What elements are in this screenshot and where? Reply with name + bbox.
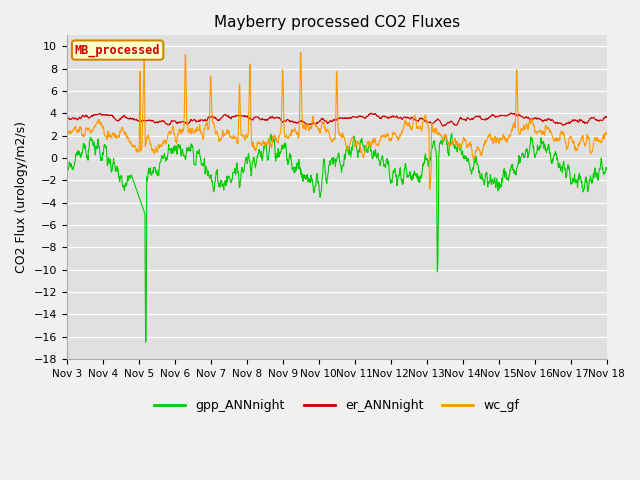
Line: wc_gf: wc_gf [67, 52, 607, 189]
er_ANNnight [63, 116, 70, 122]
wc_gf [297, 49, 305, 55]
er_ANNnight [603, 114, 611, 120]
wc_gf [127, 141, 134, 147]
er_ANNnight [438, 123, 446, 129]
er_ANNnight [105, 113, 113, 119]
er_ANNnight [507, 110, 515, 116]
wc_gf [105, 133, 113, 139]
gpp_ANNnight [63, 168, 70, 174]
er_ANNnight [292, 120, 300, 125]
Y-axis label: CO2 Flux (urology/m2/s): CO2 Flux (urology/m2/s) [15, 121, 28, 273]
gpp_ANNnight [313, 170, 321, 176]
Line: gpp_ANNnight: gpp_ANNnight [67, 134, 607, 342]
gpp_ANNnight [105, 155, 113, 161]
er_ANNnight [313, 120, 321, 125]
wc_gf [303, 122, 311, 128]
Legend: gpp_ANNnight, er_ANNnight, wc_gf: gpp_ANNnight, er_ANNnight, wc_gf [149, 395, 524, 418]
wc_gf [603, 132, 611, 137]
gpp_ANNnight [303, 172, 311, 178]
Title: Mayberry processed CO2 Fluxes: Mayberry processed CO2 Fluxes [214, 15, 460, 30]
gpp_ANNnight [292, 167, 300, 172]
Line: er_ANNnight: er_ANNnight [67, 113, 607, 126]
gpp_ANNnight [603, 167, 611, 172]
wc_gf [313, 124, 321, 130]
er_ANNnight [127, 115, 134, 121]
gpp_ANNnight [371, 152, 378, 157]
wc_gf [63, 131, 70, 136]
wc_gf [426, 186, 434, 192]
gpp_ANNnight [448, 131, 456, 137]
wc_gf [292, 128, 300, 134]
er_ANNnight [303, 121, 311, 127]
gpp_ANNnight [142, 339, 150, 345]
gpp_ANNnight [127, 175, 134, 181]
er_ANNnight [370, 111, 378, 117]
Text: MB_processed: MB_processed [75, 43, 161, 57]
wc_gf [371, 138, 378, 144]
